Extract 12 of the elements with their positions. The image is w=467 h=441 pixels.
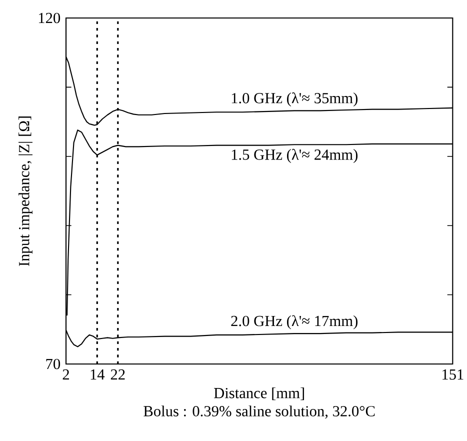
x-axis-title: Distance [mm]	[214, 387, 304, 400]
y-tick-label: 120	[38, 12, 60, 24]
series-label: 2.0 GHz (λ'≈ 17mm)	[231, 315, 358, 330]
y-axis-title: Input impedance, |Z| [Ω]	[18, 116, 32, 266]
x-tick-label: 22	[110, 369, 125, 380]
x-tick-label: 151	[442, 369, 464, 380]
text: Bolus : 0.39% saline solution, 32.0°C	[144, 406, 375, 419]
x-tick-label: 2	[62, 369, 69, 380]
y-tick-label: 70	[46, 358, 60, 370]
series-label: 1.5 GHz (λ'≈ 24mm)	[232, 148, 358, 163]
x-tick-label: 14	[90, 369, 105, 380]
series-label: 1.0 GHz (λ'≈ 35mm)	[232, 92, 358, 106]
